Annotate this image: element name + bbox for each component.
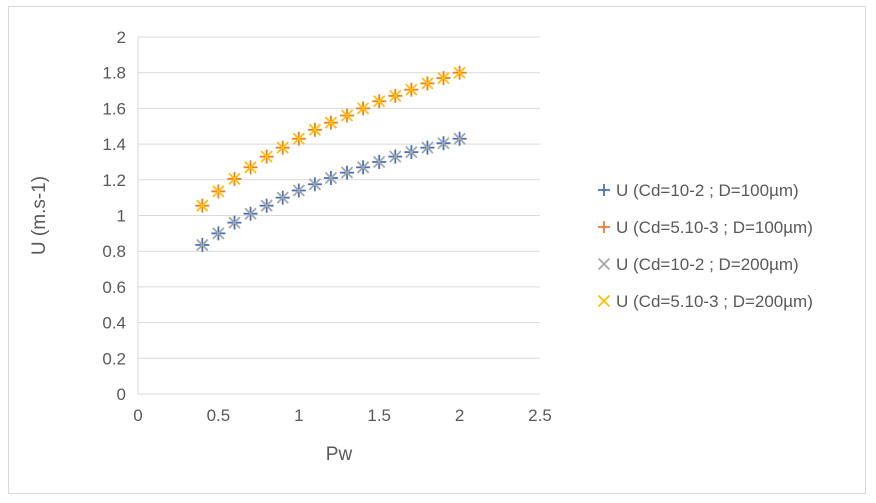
y-tick-label: 1.6 <box>102 99 126 118</box>
data-point <box>340 166 354 179</box>
data-point <box>389 89 402 103</box>
data-point <box>308 123 322 136</box>
data-point <box>212 227 225 240</box>
y-tick-label: 0.2 <box>102 349 126 368</box>
data-point <box>356 102 370 115</box>
series-4 <box>196 66 466 212</box>
y-tick-label: 1.2 <box>102 171 126 190</box>
y-tick-label: 0.6 <box>102 278 126 297</box>
x-tick-label: 1.5 <box>367 406 391 425</box>
data-point <box>228 172 241 186</box>
legend-label: U (Cd=5.10-3 ; D=200µm) <box>616 292 813 311</box>
y-tick-label: 0.8 <box>102 242 126 261</box>
data-point <box>421 77 434 90</box>
data-point <box>437 137 450 150</box>
legend-label: U (Cd=5.10-3 ; D=100µm) <box>616 218 813 237</box>
data-point <box>196 199 209 212</box>
data-point <box>453 66 466 79</box>
data-point <box>453 132 466 145</box>
data-point <box>437 71 450 85</box>
data-point <box>421 141 434 154</box>
data-point <box>244 161 257 174</box>
x-tick-label: 0.5 <box>207 406 231 425</box>
data-point <box>356 161 370 174</box>
x-tick-label: 2.5 <box>528 406 552 425</box>
data-point <box>276 191 289 204</box>
legend-marker <box>598 184 610 196</box>
x-tick-label: 1 <box>294 406 303 425</box>
data-point <box>373 95 386 108</box>
x-axis-title: Pw <box>326 444 353 465</box>
series-3 <box>196 132 466 252</box>
legend-marker <box>598 221 610 233</box>
legend-label: U (Cd=10-2 ; D=100µm) <box>616 181 799 200</box>
legend-marker <box>597 257 611 271</box>
data-point <box>405 145 418 159</box>
y-tick-labels: 0 0.2 0.4 0.6 0.8 1 1.2 1.4 1.6 1.8 2 <box>102 28 126 404</box>
axes <box>137 37 540 395</box>
scatter-chart: 0 0.2 0.4 0.6 0.8 1 1.2 1.4 1.6 1.8 2 0 0.5 1 1.5 2 2.5… <box>29 28 813 465</box>
data-point <box>260 150 273 163</box>
data-point <box>260 199 273 212</box>
data-point <box>308 178 322 191</box>
legend: U (Cd=10-2 ; D=100µm) U (Cd=5.10-3 ; D=10… <box>597 181 813 311</box>
y-tick-label: 0.4 <box>102 314 126 333</box>
data-point <box>212 185 225 198</box>
x-tick-label: 2 <box>455 406 464 425</box>
data-point <box>324 171 338 185</box>
data-point <box>228 216 241 229</box>
series-2 <box>195 65 467 213</box>
y-tick-label: 1.8 <box>102 64 126 83</box>
y-tick-label: 1.4 <box>102 135 126 154</box>
legend-marker <box>597 294 611 308</box>
x-tick-labels: 0 0.5 1 1.5 2 2.5 <box>133 406 552 425</box>
data-point <box>389 150 402 163</box>
y-tick-label: 0 <box>117 385 126 404</box>
gridlines <box>138 36 540 359</box>
y-axis-title: U (m.s-1) <box>29 176 50 255</box>
data-point <box>373 155 386 169</box>
data-series <box>195 65 467 252</box>
data-point <box>292 132 305 145</box>
data-point <box>196 238 209 252</box>
legend-label: U (Cd=10-2 ; D=200µm) <box>616 255 799 274</box>
y-tick-label: 2 <box>117 28 126 47</box>
data-point <box>340 109 354 122</box>
data-point <box>276 141 289 154</box>
data-point <box>405 83 418 96</box>
y-tick-label: 1 <box>117 207 126 226</box>
data-point <box>324 116 338 129</box>
data-point <box>292 184 305 197</box>
chart-area: 0 0.2 0.4 0.6 0.8 1 1.2 1.4 1.6 1.8 2 0 0.5 1 1.5 2 2.5… <box>8 6 866 494</box>
data-point <box>244 207 257 220</box>
x-tick-label: 0 <box>133 406 142 425</box>
